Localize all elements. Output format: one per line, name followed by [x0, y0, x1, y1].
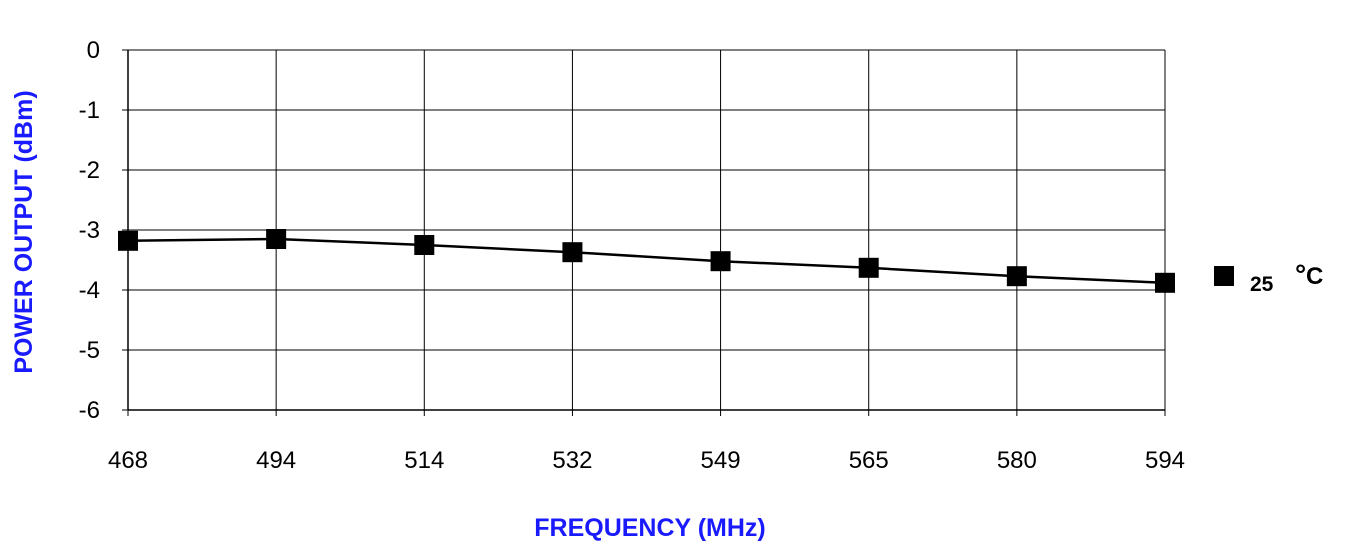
y-tick-label: -1	[79, 97, 100, 124]
y-tick-label: -5	[79, 337, 100, 364]
y-tick-label: -6	[79, 397, 100, 424]
legend-value: 25	[1250, 273, 1274, 296]
legend-degree: °	[1295, 259, 1306, 290]
data-point-marker	[118, 230, 138, 251]
x-tick-label: 494	[256, 447, 296, 474]
data-point-marker	[858, 257, 879, 278]
x-tick-label: 565	[849, 447, 889, 474]
data-point-marker	[1006, 266, 1027, 287]
x-tick-label: 580	[997, 447, 1037, 474]
y-tick-label: -3	[79, 217, 100, 244]
y-tick-label: 0	[87, 37, 100, 64]
x-tick-label: 594	[1145, 447, 1185, 474]
x-tick-label: 514	[404, 447, 444, 474]
y-axis-title: POWER OUTPUT (dBm)	[10, 90, 38, 373]
x-tick-label: 532	[552, 447, 592, 474]
x-tick-label: 468	[108, 447, 148, 474]
data-point-marker	[414, 235, 435, 255]
legend-marker-square	[1214, 266, 1234, 286]
axes	[122, 49, 1166, 416]
data-point-marker	[710, 251, 731, 272]
x-tick-label: 549	[701, 447, 741, 474]
tick-labels: 0 -1 -2 -3 -4 -5 -6 468 494 514 532 549 565 580 594	[79, 37, 1185, 474]
y-tick-label: -4	[79, 277, 100, 304]
legend-unit: C	[1306, 263, 1323, 290]
x-axis-title: FREQUENCY (MHz)	[534, 514, 765, 542]
data-point-marker	[1155, 272, 1175, 293]
legend: 25 ° C	[1214, 259, 1323, 296]
grid-lines	[127, 49, 1166, 411]
data-point-marker	[562, 242, 583, 263]
series-line	[127, 237, 1166, 285]
series-25c	[118, 229, 1175, 293]
y-tick-label: -2	[79, 157, 100, 184]
data-point-marker	[266, 229, 287, 249]
